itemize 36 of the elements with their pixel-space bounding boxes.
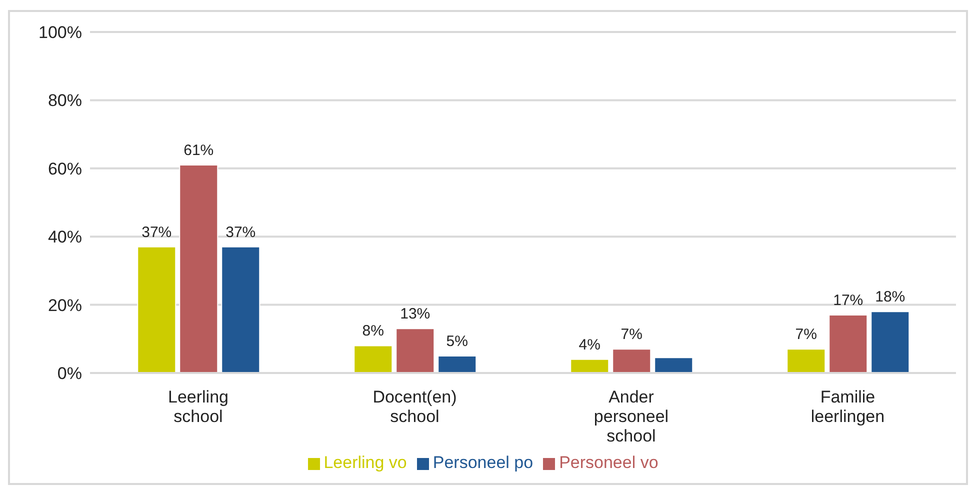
bar bbox=[438, 355, 477, 373]
bar bbox=[612, 348, 652, 373]
y-tick-label: 20% bbox=[48, 296, 82, 315]
y-tick-label: 60% bbox=[48, 159, 82, 178]
legend-label: Personeel vo bbox=[559, 453, 658, 472]
y-tick-label: 80% bbox=[48, 91, 82, 110]
y-tick-label: 100% bbox=[38, 23, 82, 42]
data-label: 18% bbox=[875, 288, 906, 306]
bar bbox=[786, 348, 826, 373]
data-label: 13% bbox=[400, 306, 430, 323]
data-label: 7% bbox=[795, 326, 817, 344]
data-label: 61% bbox=[184, 142, 214, 159]
bar bbox=[828, 314, 868, 373]
bar bbox=[396, 328, 435, 373]
data-label: 8% bbox=[362, 322, 384, 340]
bar bbox=[654, 357, 694, 373]
y-tick-label: 40% bbox=[48, 228, 82, 247]
data-label: 37% bbox=[226, 224, 256, 241]
bar bbox=[870, 311, 910, 373]
x-tick-label: Ander personeel school bbox=[594, 387, 669, 446]
legend-label: Leerling vo bbox=[324, 453, 407, 472]
y-tick-label: 0% bbox=[57, 364, 82, 384]
x-tick-label: Leerling school bbox=[168, 387, 228, 426]
legend-label: Personeel po bbox=[432, 453, 534, 472]
data-label: 37% bbox=[142, 224, 172, 241]
data-label: 5% bbox=[446, 332, 468, 350]
x-tick-label: Familie leerlingen bbox=[810, 387, 885, 426]
data-label: 17% bbox=[833, 292, 864, 310]
data-label: 7% bbox=[620, 326, 642, 344]
bar bbox=[570, 358, 610, 373]
bar bbox=[179, 164, 218, 373]
bar bbox=[354, 345, 393, 373]
bar bbox=[221, 246, 260, 373]
bar bbox=[137, 246, 176, 373]
x-tick-label: Docent(en) school bbox=[372, 387, 457, 426]
data-label: 4% bbox=[578, 336, 600, 354]
